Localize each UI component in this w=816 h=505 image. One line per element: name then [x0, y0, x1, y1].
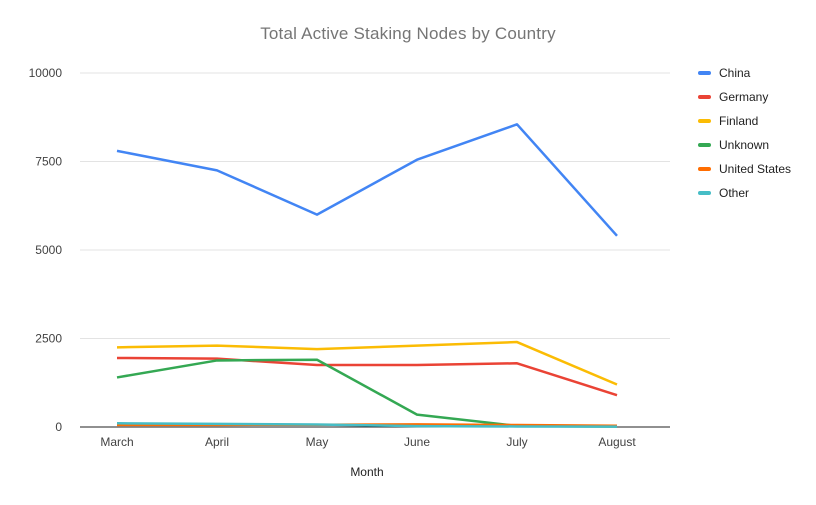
legend-swatch-icon	[698, 167, 711, 171]
legend-item-unknown: Unknown	[698, 133, 791, 157]
x-tick-label: May	[306, 435, 329, 449]
x-axis-title: Month	[350, 465, 383, 479]
legend-item-united-states: United States	[698, 157, 791, 181]
series-line-china	[116, 123, 618, 237]
x-tick-label: April	[205, 435, 229, 449]
legend-item-label: China	[719, 66, 751, 80]
x-tick-label: July	[506, 435, 527, 449]
x-tick-label: March	[100, 435, 133, 449]
x-tick-label: June	[404, 435, 430, 449]
legend-item-label: Germany	[719, 90, 769, 104]
series-line-unknown	[116, 358, 618, 428]
legend-item-label: United States	[719, 162, 792, 176]
y-tick-label: 7500	[35, 155, 62, 169]
legend-item-label: Unknown	[719, 138, 770, 152]
legend-swatch-icon	[698, 119, 711, 123]
y-tick-label: 10000	[29, 66, 63, 80]
legend-item-label: Other	[719, 186, 750, 200]
chart-title: Total Active Staking Nodes by Country	[260, 24, 556, 43]
y-tick-label: 5000	[35, 243, 62, 257]
legend-item-other: Other	[698, 181, 791, 205]
legend-item-china: China	[698, 61, 791, 85]
series-line-finland	[116, 340, 618, 386]
legend-swatch-icon	[698, 191, 711, 195]
legend: China Germany Finland Unknown United Sta…	[698, 61, 791, 205]
legend-swatch-icon	[698, 95, 711, 99]
y-tick-label: 0	[55, 420, 62, 434]
legend-swatch-icon	[698, 71, 711, 75]
series-line-other	[116, 422, 618, 428]
x-tick-label: August	[598, 435, 636, 449]
legend-item-label: Finland	[719, 114, 759, 128]
y-tick-label: 2500	[35, 332, 62, 346]
legend-swatch-icon	[698, 143, 711, 147]
legend-item-finland: Finland	[698, 109, 791, 133]
legend-item-germany: Germany	[698, 85, 791, 109]
series-line-germany	[116, 356, 618, 397]
